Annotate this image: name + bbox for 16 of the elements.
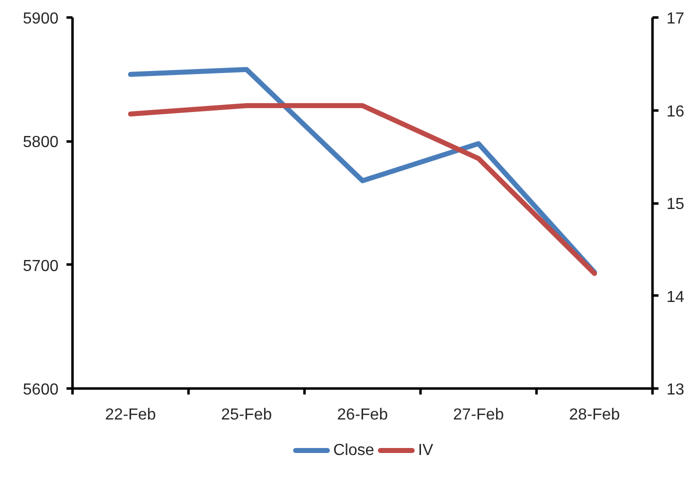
x-tick-label: 26-Feb xyxy=(337,406,388,424)
x-tick-label: 22-Feb xyxy=(105,406,156,424)
y-tick-label: 5700 xyxy=(22,258,59,275)
y-tick-label: 5900 xyxy=(22,10,59,28)
x-tick-label: 25-Feb xyxy=(221,406,272,424)
y-tick-label: 5800 xyxy=(22,134,59,152)
x-tick-label: 27-Feb xyxy=(453,406,504,424)
y2-tick-label: 16 xyxy=(666,103,684,120)
y-tick-label: 5600 xyxy=(22,382,59,398)
x-tick-label: 28-Feb xyxy=(569,406,620,424)
legend-label: Close xyxy=(333,442,374,459)
y2-tick-label: 15 xyxy=(666,196,684,213)
y2-tick-label: 13 xyxy=(666,382,684,398)
y2-tick-label: 17 xyxy=(666,10,684,28)
y2-tick-label: 14 xyxy=(666,288,684,306)
legend-label: IV xyxy=(418,442,434,459)
